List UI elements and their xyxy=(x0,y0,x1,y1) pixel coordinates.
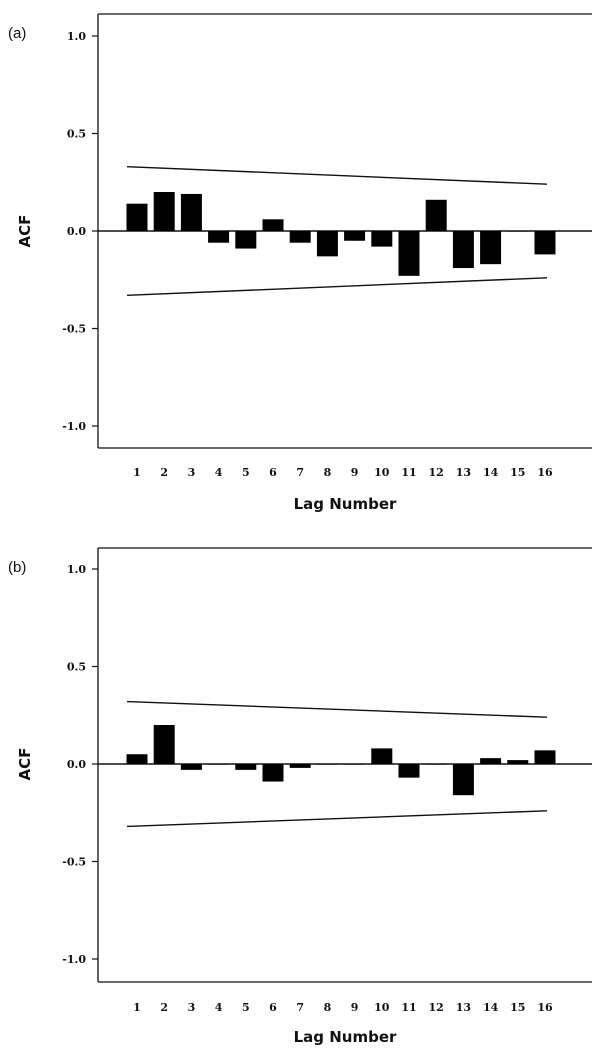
y-tick-label: -1.0 xyxy=(62,420,86,433)
y-tick-label: -0.5 xyxy=(62,323,86,336)
x-tick-label: 5 xyxy=(242,466,250,479)
y-axis-title: ACF xyxy=(16,748,34,781)
lower-confidence-limit xyxy=(126,810,548,828)
x-tick-label: 9 xyxy=(351,1001,359,1014)
x-tick-label: 16 xyxy=(537,1001,553,1014)
x-tick-label: 4 xyxy=(215,1001,223,1014)
upper-confidence-limit xyxy=(126,700,548,718)
x-tick-label: 12 xyxy=(429,1001,444,1014)
bar-lag-2 xyxy=(153,192,175,231)
x-tick-label: 14 xyxy=(483,466,499,479)
bar-lag-14 xyxy=(480,758,502,764)
bar-lag-7 xyxy=(289,764,311,768)
bar-lag-13 xyxy=(452,231,474,269)
x-tick-label: 3 xyxy=(188,1001,196,1014)
x-tick-label: 5 xyxy=(242,1001,250,1014)
y-tick-label: 0.5 xyxy=(67,128,86,141)
bar-lag-16 xyxy=(534,231,556,255)
bar-lag-10 xyxy=(371,748,393,764)
x-tick-label: 3 xyxy=(188,466,196,479)
bar-lag-2 xyxy=(153,725,175,764)
bar-lag-5 xyxy=(235,764,257,770)
y-tick-label: 1.0 xyxy=(67,563,86,576)
x-tick-label: 11 xyxy=(401,466,416,479)
x-tick-label: 15 xyxy=(510,466,525,479)
x-tick-label: 1 xyxy=(133,466,141,479)
bar-lag-8 xyxy=(316,764,338,765)
x-tick-label: 12 xyxy=(429,466,444,479)
bar-lag-11 xyxy=(398,764,420,778)
bar-lag-6 xyxy=(262,764,284,782)
bar-lag-13 xyxy=(452,764,474,796)
acf-panel-b: 1.00.50.0-0.5-1.01 2 3 4 5 6 7 8 9 10 11 12 13 14 15 16… xyxy=(8,547,592,1046)
x-tick-label: 10 xyxy=(374,466,390,479)
bar-lag-3 xyxy=(180,764,202,770)
bar-lag-3 xyxy=(180,193,202,231)
x-tick-label: 15 xyxy=(510,1001,525,1014)
bar-lag-4 xyxy=(208,231,230,243)
bar-lag-14 xyxy=(480,231,502,265)
bar-lag-7 xyxy=(289,231,311,243)
x-tick-label: 6 xyxy=(269,1001,277,1014)
x-tick-label: 10 xyxy=(374,1001,390,1014)
bar-lag-6 xyxy=(262,219,284,231)
lower-confidence-limit xyxy=(126,277,548,297)
x-tick-label: 7 xyxy=(296,1001,304,1014)
bar-lag-12 xyxy=(425,764,447,765)
x-tick-label: 6 xyxy=(269,466,277,479)
y-tick-label: 0.5 xyxy=(67,661,86,674)
y-tick-label: 0.0 xyxy=(67,758,86,771)
bar-lag-16 xyxy=(534,750,556,764)
x-tick-label: 11 xyxy=(401,1001,416,1014)
x-axis-title: Lag Number xyxy=(294,495,397,513)
bar-lag-4 xyxy=(208,764,230,765)
y-tick-label: 1.0 xyxy=(67,30,86,43)
bar-lag-8 xyxy=(316,231,338,257)
bar-lag-5 xyxy=(235,231,257,249)
bar-lag-15 xyxy=(507,231,529,232)
bar-lag-9 xyxy=(344,231,366,241)
x-tick-label: 8 xyxy=(324,1001,332,1014)
panel-label: (a) xyxy=(8,25,26,42)
panel-label: (b) xyxy=(8,559,26,576)
x-tick-label: 2 xyxy=(160,466,168,479)
bar-lag-1 xyxy=(126,203,148,231)
x-tick-label: 13 xyxy=(456,466,471,479)
x-tick-label: 1 xyxy=(133,1001,141,1014)
x-tick-label: 2 xyxy=(160,1001,168,1014)
x-tick-label: 9 xyxy=(351,466,359,479)
y-tick-label: -0.5 xyxy=(62,856,86,869)
x-tick-label: 14 xyxy=(483,1001,499,1014)
x-tick-label: 16 xyxy=(537,466,553,479)
bar-lag-10 xyxy=(371,231,393,247)
upper-confidence-limit xyxy=(126,165,548,185)
y-tick-label: -1.0 xyxy=(62,953,86,966)
x-axis-title: Lag Number xyxy=(294,1028,397,1046)
bar-lag-9 xyxy=(344,764,366,765)
acf-panel-a: 1.00.50.0-0.5-1.01 2 3 4 5 6 7 8 9 10 11 12 13 14 15 16… xyxy=(8,13,592,513)
bar-lag-11 xyxy=(398,231,420,276)
bar-lag-15 xyxy=(507,760,529,764)
x-tick-label: 4 xyxy=(215,466,223,479)
y-tick-label: 0.0 xyxy=(67,225,86,238)
y-axis-title: ACF xyxy=(16,215,34,248)
bar-lag-1 xyxy=(126,754,148,764)
bar-lag-12 xyxy=(425,199,447,231)
x-tick-label: 8 xyxy=(324,466,332,479)
x-tick-label: 13 xyxy=(456,1001,471,1014)
x-tick-label: 7 xyxy=(296,466,304,479)
